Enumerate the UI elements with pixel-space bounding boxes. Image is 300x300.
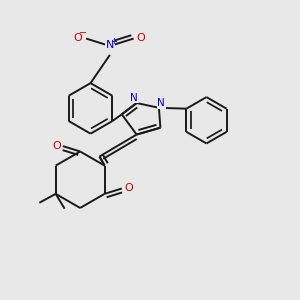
Text: −: − [79, 28, 87, 38]
Text: N: N [158, 98, 165, 108]
Text: +: + [110, 37, 117, 46]
Text: O: O [74, 33, 82, 43]
Text: O: O [137, 33, 146, 43]
Text: N: N [106, 40, 114, 50]
Text: O: O [52, 140, 61, 151]
Text: O: O [124, 183, 133, 193]
Text: N: N [130, 93, 138, 103]
